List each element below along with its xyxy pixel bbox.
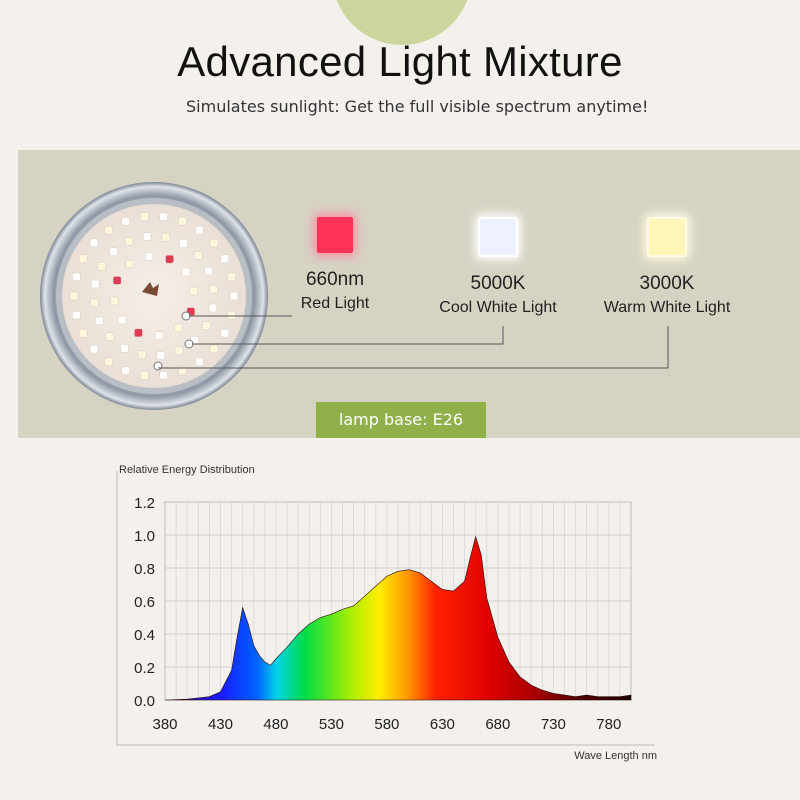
y-tick-label: 0.4 bbox=[134, 627, 155, 644]
white-led bbox=[117, 315, 127, 325]
red-led bbox=[134, 328, 143, 338]
white-led bbox=[144, 252, 154, 261]
page-title: Advanced Light Mixture bbox=[177, 38, 623, 85]
white-led bbox=[72, 272, 81, 282]
white-led bbox=[110, 296, 119, 306]
y-tick-label: 0.6 bbox=[134, 594, 155, 611]
x-tick-label: 780 bbox=[596, 716, 621, 733]
white-led bbox=[159, 212, 168, 221]
white-led bbox=[179, 239, 188, 249]
white-led bbox=[95, 316, 104, 326]
white-led bbox=[90, 279, 100, 289]
y-axis-label: Relative Energy Distribution bbox=[119, 464, 255, 476]
white-led bbox=[193, 251, 203, 260]
feature-spec: 3000K bbox=[639, 273, 695, 294]
white-led bbox=[90, 298, 99, 308]
feature-spec: 5000K bbox=[470, 273, 526, 294]
x-axis-label: Wave Length nm bbox=[574, 750, 657, 762]
x-tick-label: 680 bbox=[485, 716, 510, 733]
white-led bbox=[121, 216, 130, 226]
white-led bbox=[209, 284, 218, 294]
red-led bbox=[112, 276, 122, 285]
white-led bbox=[78, 254, 88, 264]
white-led bbox=[204, 266, 213, 276]
x-tick-label: 530 bbox=[319, 716, 344, 733]
white-led bbox=[227, 272, 236, 282]
red-led bbox=[165, 254, 174, 264]
white-led bbox=[161, 232, 171, 242]
white-led bbox=[181, 267, 191, 277]
spectrum-chart: Relative Energy Distribution Wave Length… bbox=[116, 464, 657, 762]
white-led bbox=[195, 225, 204, 235]
y-tick-label: 0.8 bbox=[134, 561, 155, 578]
white-led bbox=[209, 344, 219, 354]
white-led bbox=[220, 254, 230, 264]
feature-band-end bbox=[620, 150, 800, 438]
feature-red: 660nm Red Light bbox=[290, 217, 380, 313]
x-tick-label: 580 bbox=[374, 716, 399, 733]
y-tick-label: 1.2 bbox=[134, 495, 155, 512]
x-tick-label: 730 bbox=[541, 716, 566, 733]
white-led bbox=[89, 344, 99, 354]
white-led bbox=[124, 237, 134, 246]
spectrum-area bbox=[164, 535, 632, 701]
y-tick-label: 0.0 bbox=[134, 693, 155, 710]
white-led bbox=[109, 247, 118, 257]
warm-white-swatch bbox=[647, 217, 687, 257]
x-tick-label: 380 bbox=[152, 716, 177, 733]
x-tick-label: 480 bbox=[263, 716, 288, 733]
white-led bbox=[97, 262, 107, 271]
white-led bbox=[209, 238, 219, 248]
white-led bbox=[173, 323, 183, 333]
white-led bbox=[201, 321, 211, 330]
white-led bbox=[78, 328, 88, 338]
white-led bbox=[140, 371, 149, 380]
white-led bbox=[140, 212, 149, 221]
white-led bbox=[195, 357, 204, 367]
white-led bbox=[159, 371, 168, 380]
x-tick-label: 430 bbox=[208, 716, 233, 733]
white-led bbox=[89, 238, 99, 248]
feature-spec: 660nm bbox=[305, 269, 365, 290]
y-tick-label: 1.0 bbox=[134, 528, 155, 545]
feature-name: Warm White Light bbox=[603, 299, 731, 316]
white-led bbox=[72, 310, 81, 320]
feature-warm-white: 3000K Warm White Light bbox=[588, 217, 746, 317]
white-led bbox=[189, 286, 198, 296]
white-led bbox=[174, 346, 184, 355]
red-light-swatch bbox=[317, 217, 353, 253]
cool-white-swatch bbox=[478, 217, 518, 257]
white-led bbox=[125, 259, 135, 269]
white-led bbox=[137, 350, 147, 360]
white-led bbox=[227, 310, 236, 320]
page-subtitle: Simulates sunlight: Get the full visible… bbox=[186, 97, 649, 116]
white-led bbox=[142, 232, 152, 241]
white-led bbox=[69, 291, 79, 301]
white-led bbox=[229, 291, 239, 301]
x-tick-label: 630 bbox=[430, 716, 455, 733]
white-led bbox=[220, 328, 230, 338]
white-led bbox=[105, 332, 115, 341]
lamp-base-label: lamp base: E26 bbox=[316, 402, 486, 438]
white-led bbox=[156, 351, 166, 360]
y-tick-label: 0.2 bbox=[134, 660, 155, 677]
lamp-image bbox=[40, 182, 268, 410]
white-led bbox=[154, 331, 164, 340]
feature-name: Red Light bbox=[300, 295, 370, 312]
white-led bbox=[208, 303, 218, 313]
white-led bbox=[121, 366, 130, 376]
feature-cool-white: 5000K Cool White Light bbox=[424, 217, 572, 317]
white-led bbox=[178, 366, 187, 376]
feature-name: Cool White Light bbox=[439, 299, 557, 316]
white-led bbox=[104, 357, 113, 367]
white-led bbox=[178, 216, 187, 226]
white-led bbox=[104, 225, 113, 235]
white-led bbox=[120, 343, 129, 353]
